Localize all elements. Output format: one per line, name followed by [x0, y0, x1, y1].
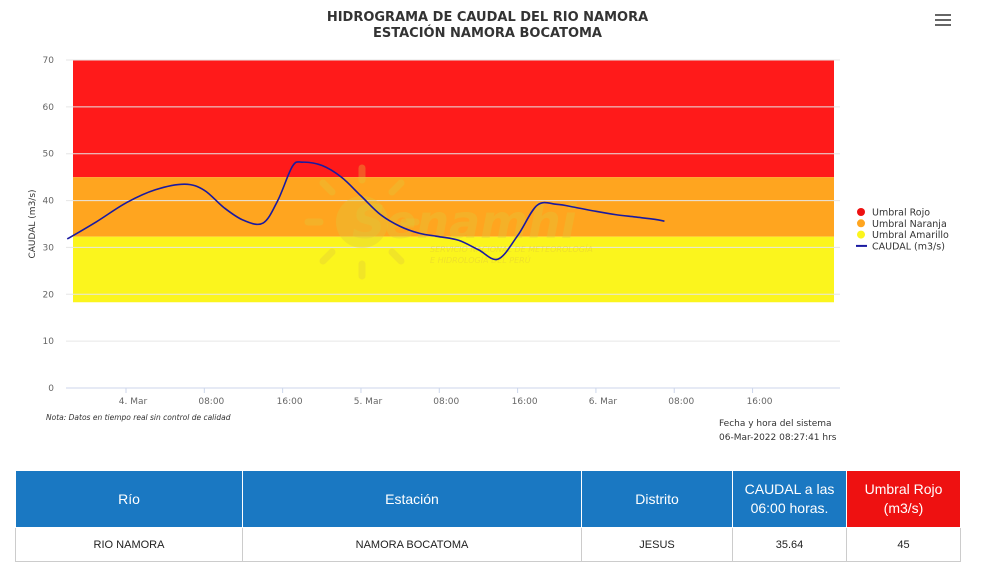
cell-umbral-rojo: 45 [846, 527, 961, 562]
legend-marker-3 [857, 230, 865, 239]
chart-title: HIDROGRAMA DE CAUDAL DEL RIO NAMORA ESTA… [0, 10, 975, 42]
y-tick-label: 70 [43, 56, 55, 66]
header-rio: Río [15, 470, 243, 528]
gridlines [66, 59, 840, 342]
cell-distrito: JESUS [581, 527, 733, 562]
cell-caudal: 35.64 [732, 527, 847, 562]
table-header-row: Río Estación Distrito CAUDAL a las 06:00… [15, 470, 961, 528]
x-tick-label: 16:00 [747, 397, 773, 407]
y-tick-label: 40 [43, 197, 55, 207]
axes: 0 10 20 30 40 50 60 70 4. Mar 08:00 16:00 5. Mar 08:… [43, 56, 840, 407]
quality-note: Nota: Datos en tiempo real sin control d… [46, 413, 231, 422]
header-estacion: Estación [242, 470, 582, 528]
header-distrito: Distrito [581, 470, 733, 528]
y-tick-label: 0 [48, 384, 54, 394]
y-tick-label: 20 [43, 290, 55, 300]
station-table: Río Estación Distrito CAUDAL a las 06:00… [15, 470, 961, 562]
legend-marker-2 [857, 219, 865, 228]
caudal-series-line [66, 161, 665, 261]
system-date: Fecha y hora del sistema 06-Mar-2022 08:… [719, 417, 837, 445]
y-tick-label: 60 [43, 103, 55, 113]
y-tick-label: 30 [43, 243, 55, 253]
cell-rio: RIO NAMORA [15, 527, 243, 562]
chart-title-line1: HIDROGRAMA DE CAUDAL DEL RIO NAMORA [326, 10, 649, 25]
watermark-line1: SERVICIO NACIONAL DE METEOROLOGÍA [430, 243, 593, 254]
header-umbral-rojo: Umbral Rojo (m3/s) [846, 470, 961, 528]
y-tick-label: 10 [43, 337, 55, 347]
cell-estacion: NAMORA BOCATOMA [242, 527, 582, 562]
x-tick-label: 5. Mar [354, 397, 383, 407]
x-tick-label: 08:00 [198, 397, 224, 407]
legend-label-2: Umbral Naranja [872, 219, 947, 230]
x-tick-label: 08:00 [433, 397, 459, 407]
header-caudal: CAUDAL a las 06:00 horas. [732, 470, 847, 528]
x-tick-label: 16:00 [512, 397, 538, 407]
system-date-value: 06-Mar-2022 08:27:41 hrs [719, 433, 837, 443]
threshold-band-1 [73, 60, 834, 178]
x-tick-label: 4. Mar [119, 397, 148, 407]
y-axis-label: CAUDAL (m3/s) [28, 189, 38, 258]
system-date-label: Fecha y hora del sistema [719, 419, 832, 429]
hamburger-menu-icon[interactable] [935, 14, 951, 28]
legend-label-4: CAUDAL (m3/s) [872, 241, 945, 252]
legend-marker-1 [857, 208, 865, 216]
x-tick-label: 16:00 [277, 397, 303, 407]
chart-title-line2: ESTACIÓN NAMORA BOCATOMA [373, 26, 602, 41]
legend-label-1: Umbral Rojo [872, 208, 930, 219]
table-row: RIO NAMORA NAMORA BOCATOMA JESUS 35.64 4… [15, 527, 961, 562]
threshold-bands [73, 60, 834, 303]
hydrograph-chart: Senamhi SERVICIO NACIONAL DE METEOROLOGÍ… [28, 56, 949, 407]
x-tick-label: 08:00 [668, 397, 694, 407]
watermark-line2: E HIDROLOGÍA DEL PERÚ [430, 254, 531, 265]
y-tick-label: 50 [43, 150, 55, 160]
x-tick-label: 6. Mar [589, 397, 618, 407]
legend-label-3: Umbral Amarillo [872, 230, 949, 241]
